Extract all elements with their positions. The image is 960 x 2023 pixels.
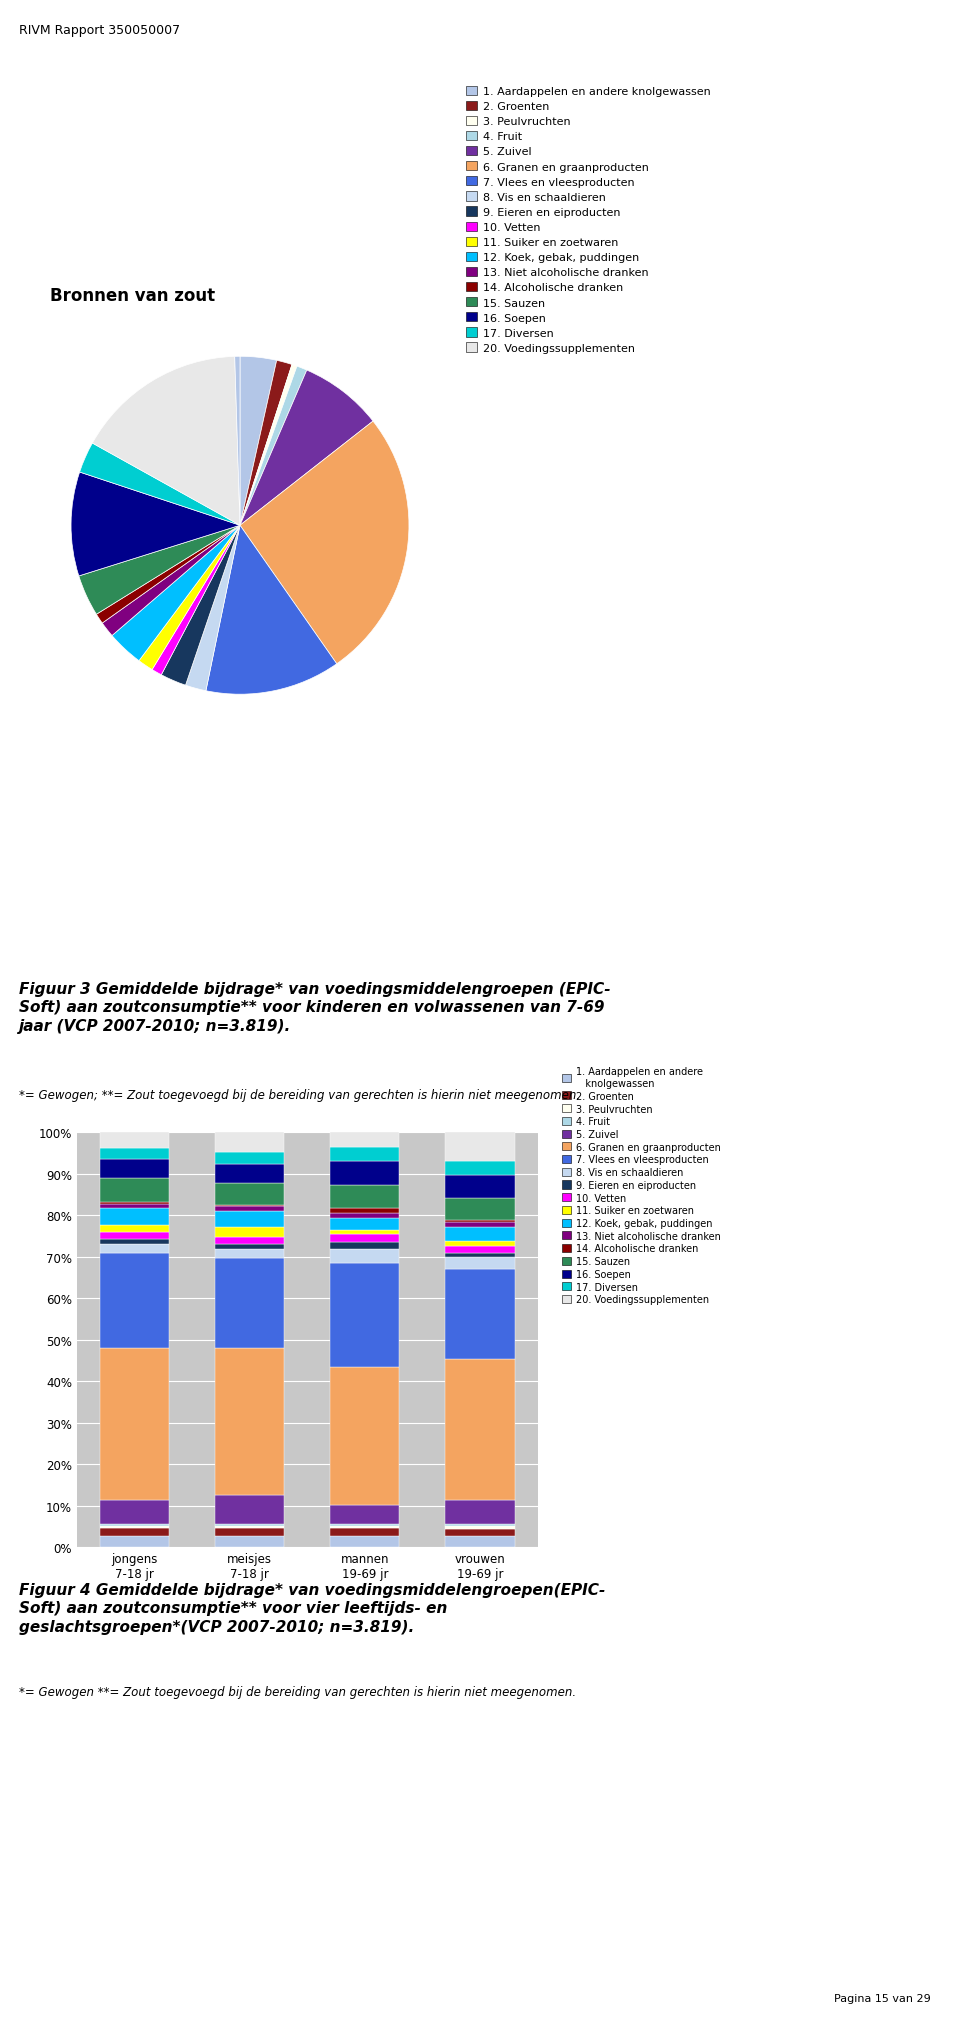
Bar xyxy=(330,1161,399,1185)
Bar xyxy=(100,1525,169,1529)
Bar xyxy=(215,1258,284,1349)
Bar xyxy=(445,1252,515,1258)
Bar xyxy=(445,1523,515,1527)
Bar xyxy=(100,1179,169,1202)
Wedge shape xyxy=(96,526,240,623)
Wedge shape xyxy=(240,358,276,526)
Bar xyxy=(445,1200,515,1220)
Bar xyxy=(215,1523,284,1525)
Bar xyxy=(100,1244,169,1254)
Wedge shape xyxy=(205,526,337,694)
Bar xyxy=(445,1258,515,1270)
Text: RIVM Rapport 350050007: RIVM Rapport 350050007 xyxy=(19,24,180,36)
Bar xyxy=(445,1228,515,1242)
Wedge shape xyxy=(102,526,240,635)
Wedge shape xyxy=(112,526,240,662)
Bar xyxy=(100,1535,169,1548)
Bar xyxy=(445,1535,515,1548)
Bar xyxy=(445,1220,515,1222)
Bar xyxy=(215,1238,284,1244)
Wedge shape xyxy=(139,526,240,670)
Legend: 1. Aardappelen en andere
   knolgewassen, 2. Groenten, 3. Peulvruchten, 4. Fruit: 1. Aardappelen en andere knolgewassen, 2… xyxy=(562,1066,721,1305)
Bar xyxy=(330,1523,399,1525)
Legend: 1. Aardappelen en andere knolgewassen, 2. Groenten, 3. Peulvruchten, 4. Fruit, 5: 1. Aardappelen en andere knolgewassen, 2… xyxy=(467,87,710,354)
Wedge shape xyxy=(80,443,240,526)
Wedge shape xyxy=(240,366,297,526)
Bar xyxy=(330,1525,399,1529)
Bar xyxy=(330,1234,399,1242)
Wedge shape xyxy=(161,526,240,686)
Bar xyxy=(215,1535,284,1548)
Bar xyxy=(330,1218,399,1230)
Bar xyxy=(445,1242,515,1246)
Bar xyxy=(100,1523,169,1525)
Bar xyxy=(445,1175,515,1200)
Bar xyxy=(330,1529,399,1535)
Bar xyxy=(330,1505,399,1523)
Bar xyxy=(445,1529,515,1535)
Bar xyxy=(330,1368,399,1505)
Wedge shape xyxy=(79,526,240,615)
Bar xyxy=(330,1133,399,1147)
Bar xyxy=(445,1359,515,1501)
Bar xyxy=(100,1501,169,1523)
Bar xyxy=(100,1133,169,1147)
Bar xyxy=(445,1133,515,1161)
Bar xyxy=(445,1222,515,1228)
Bar xyxy=(445,1270,515,1359)
Text: Figuur 3 Gemiddelde bijdrage* van voedingsmiddelengroepen (EPIC-
Soft) aan zoutc: Figuur 3 Gemiddelde bijdrage* van voedin… xyxy=(19,981,611,1034)
Bar xyxy=(215,1212,284,1228)
Bar xyxy=(215,1495,284,1523)
Bar xyxy=(330,1535,399,1548)
Bar xyxy=(330,1248,399,1262)
Text: Bronnen van zout: Bronnen van zout xyxy=(50,287,215,305)
Bar xyxy=(330,1214,399,1218)
Wedge shape xyxy=(152,526,240,676)
Bar xyxy=(445,1527,515,1529)
Wedge shape xyxy=(240,423,409,664)
Bar xyxy=(100,1349,169,1501)
Bar xyxy=(330,1147,399,1161)
Bar xyxy=(215,1248,284,1258)
Wedge shape xyxy=(92,358,240,526)
Wedge shape xyxy=(240,366,307,526)
Bar xyxy=(445,1161,515,1175)
Bar xyxy=(215,1153,284,1165)
Text: Pagina 15 van 29: Pagina 15 van 29 xyxy=(834,1993,931,2003)
Bar xyxy=(100,1529,169,1535)
Bar xyxy=(330,1262,399,1368)
Bar xyxy=(445,1501,515,1523)
Bar xyxy=(100,1147,169,1159)
Wedge shape xyxy=(185,526,240,692)
Text: *= Gewogen; **= Zout toegevoegd bij de bereiding van gerechten is hierin niet me: *= Gewogen; **= Zout toegevoegd bij de b… xyxy=(19,1088,581,1101)
Bar xyxy=(330,1242,399,1248)
Bar xyxy=(215,1349,284,1495)
Bar xyxy=(100,1240,169,1244)
Bar xyxy=(215,1183,284,1206)
Text: Figuur 4 Gemiddelde bijdrage* van voedingsmiddelengroepen(EPIC-
Soft) aan zoutco: Figuur 4 Gemiddelde bijdrage* van voedin… xyxy=(19,1582,606,1635)
Bar xyxy=(330,1208,399,1214)
Bar xyxy=(215,1525,284,1529)
Bar xyxy=(100,1204,169,1208)
Bar xyxy=(445,1246,515,1252)
Bar xyxy=(330,1230,399,1234)
Text: *= Gewogen **= Zout toegevoegd bij de bereiding van gerechten is hierin niet mee: *= Gewogen **= Zout toegevoegd bij de be… xyxy=(19,1685,576,1697)
Bar xyxy=(100,1226,169,1232)
Bar xyxy=(100,1208,169,1226)
Bar xyxy=(215,1133,284,1153)
Bar xyxy=(215,1165,284,1183)
Bar xyxy=(100,1232,169,1240)
Bar xyxy=(100,1159,169,1179)
Wedge shape xyxy=(240,362,292,526)
Bar xyxy=(215,1529,284,1535)
Bar xyxy=(215,1206,284,1212)
Bar xyxy=(215,1228,284,1238)
Wedge shape xyxy=(234,358,240,526)
Bar xyxy=(215,1244,284,1248)
Wedge shape xyxy=(240,370,373,526)
Bar xyxy=(330,1185,399,1208)
Wedge shape xyxy=(71,473,240,577)
Bar xyxy=(100,1254,169,1349)
